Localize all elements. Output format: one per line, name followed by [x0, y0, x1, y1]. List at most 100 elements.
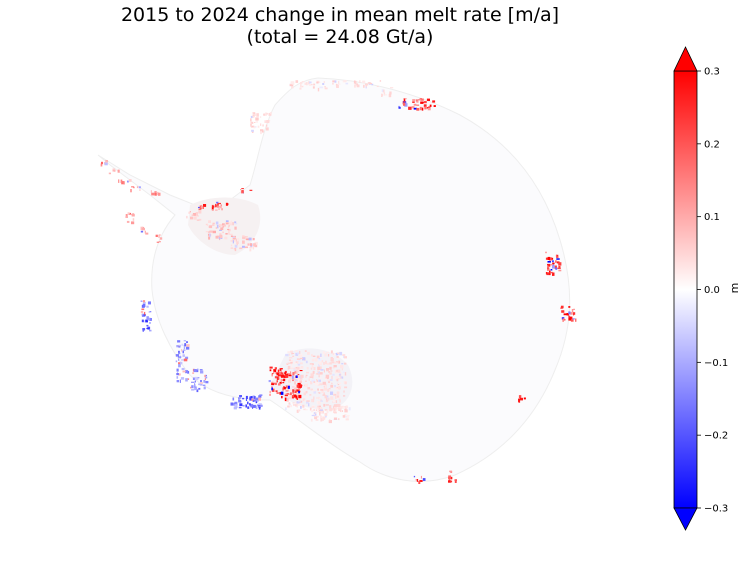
melt-cell: [219, 205, 222, 209]
melt-cell: [281, 396, 283, 399]
melt-cell: [314, 358, 318, 362]
melt-cell: [555, 254, 558, 257]
melt-cell: [228, 231, 230, 235]
melt-cell: [422, 478, 426, 481]
melt-cell: [333, 392, 335, 395]
melt-cell: [217, 203, 219, 206]
melt-cell: [379, 80, 382, 82]
melt-cell: [325, 374, 330, 378]
melt-cell: [292, 378, 294, 380]
melt-cell: [287, 362, 291, 364]
melt-cell: [367, 82, 371, 84]
melt-cell: [329, 408, 332, 412]
melt-cell: [132, 213, 135, 215]
melt-cell: [125, 216, 128, 218]
melt-cell: [216, 224, 219, 229]
melt-cell: [337, 369, 341, 373]
melt-cell: [209, 230, 213, 233]
melt-cell: [238, 397, 242, 399]
melt-cell: [323, 387, 328, 391]
melt-cell: [185, 370, 189, 374]
melt-cell: [304, 383, 308, 387]
melt-cell: [345, 82, 349, 85]
melt-cell: [279, 392, 282, 395]
melt-cell: [274, 376, 278, 379]
melt-cell: [412, 99, 416, 102]
melt-cell: [148, 301, 151, 305]
melt-cell: [568, 311, 571, 315]
melt-cell: [191, 381, 195, 383]
melt-cell: [211, 205, 215, 208]
melt-cell: [141, 308, 145, 311]
melt-cell: [329, 379, 333, 381]
melt-cell: [293, 369, 296, 372]
melt-cell: [340, 365, 344, 369]
melt-cell: [299, 400, 303, 403]
melt-cell: [131, 186, 135, 188]
melt-cell: [288, 374, 292, 377]
melt-cell: [325, 404, 329, 406]
melt-cell: [309, 81, 312, 84]
melt-cell: [555, 267, 558, 270]
melt-cell: [289, 393, 293, 397]
melt-cell: [343, 395, 346, 397]
melt-cell: [291, 351, 293, 355]
melt-cell: [125, 214, 128, 217]
melt-cell: [326, 395, 329, 398]
melt-cell: [330, 370, 333, 372]
melt-cell: [209, 233, 211, 237]
melt-cell: [346, 414, 349, 418]
melt-cell: [573, 312, 576, 315]
melt-cell: [228, 225, 230, 227]
melt-cell: [230, 240, 234, 242]
melt-cell: [175, 354, 179, 357]
melt-cell: [234, 247, 237, 252]
melt-cell: [547, 267, 550, 269]
melt-cell: [301, 81, 305, 83]
melt-cell: [230, 220, 233, 224]
melt-cell: [572, 318, 575, 320]
melt-cell: [245, 395, 248, 399]
melt-cell: [519, 397, 523, 401]
melt-cell: [244, 236, 248, 238]
melt-cell: [344, 386, 348, 389]
melt-cell: [319, 398, 322, 400]
melt-cell: [295, 350, 298, 352]
melt-cell: [326, 409, 329, 414]
melt-cell: [311, 414, 315, 417]
melt-cell: [333, 417, 338, 420]
melt-cell: [308, 81, 310, 85]
melt-cell: [311, 409, 314, 413]
colorbar-gradient: [673, 70, 698, 509]
melt-cell: [415, 479, 418, 481]
melt-cell: [194, 384, 196, 387]
melt-cell: [215, 203, 217, 208]
melt-cell: [222, 231, 224, 234]
melt-cell: [284, 370, 287, 373]
melt-cell: [251, 398, 255, 400]
chart-subtitle: (total = 24.08 Gt/a): [246, 26, 434, 48]
melt-cell: [279, 368, 282, 371]
melt-cell: [244, 246, 249, 249]
melt-cell: [552, 262, 555, 265]
melt-cell: [178, 356, 182, 358]
melt-cell: [250, 115, 253, 119]
melt-cell: [413, 107, 417, 110]
melt-cell: [343, 390, 345, 393]
melt-cell: [339, 351, 343, 356]
melt-cell: [149, 329, 152, 332]
melt-cell: [247, 406, 250, 409]
melt-cell: [337, 352, 340, 354]
melt-cell: [315, 409, 317, 411]
melt-cell: [338, 360, 341, 364]
melt-cell: [271, 388, 275, 392]
melt-cell: [282, 387, 284, 391]
melt-cell: [296, 395, 299, 399]
melt-cell: [286, 364, 289, 365]
melt-cell: [230, 247, 234, 249]
melt-cell: [304, 83, 306, 85]
melt-cell: [299, 370, 303, 372]
melt-cell: [316, 380, 318, 383]
melt-cell: [275, 390, 278, 393]
melt-cell: [335, 395, 337, 399]
